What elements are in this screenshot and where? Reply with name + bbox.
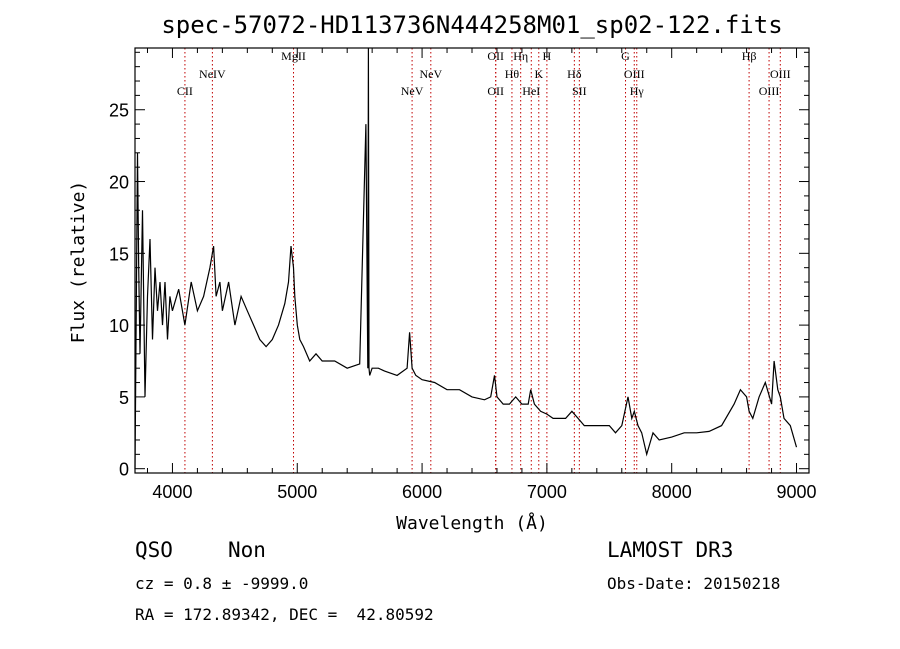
- x-tick-label: 7000: [527, 482, 567, 502]
- emission-line-label: G: [621, 49, 630, 63]
- x-tick-label: 6000: [402, 482, 442, 502]
- redshift-cz: cz = 0.8 ± -9999.0: [135, 574, 309, 593]
- y-tick-label: 15: [109, 244, 129, 264]
- emission-line-label: CII: [177, 84, 193, 98]
- emission-line-label: SII: [572, 84, 587, 98]
- x-tick-label: 9000: [776, 482, 816, 502]
- emission-line-label: Hδ: [567, 67, 582, 81]
- emission-line-label: NeIV: [199, 67, 226, 81]
- emission-line-label: OII: [487, 49, 504, 63]
- x-tick-label: 5000: [277, 482, 317, 502]
- object-subclass: Non: [228, 538, 266, 562]
- emission-line-label: OIII: [624, 67, 645, 81]
- y-tick-label: 0: [119, 460, 129, 480]
- x-axis-ticks: 4000 5000 6000 7000 8000 9000: [146, 48, 817, 502]
- y-tick-label: 5: [119, 388, 129, 408]
- emission-line-markers: [184, 48, 781, 473]
- emission-line-labels: CIINeIVMgIINeVNeVOIIOIIHθHηHeIKHHδSIIGOI…: [177, 49, 791, 98]
- emission-line-label: Hγ: [630, 84, 645, 98]
- y-axis-ticks: 0 5 10 15 20 25: [109, 51, 809, 480]
- y-axis-label: Flux (relative): [68, 181, 89, 344]
- obs-date: Obs-Date: 20150218: [607, 574, 781, 593]
- chart-title: spec-57072-HD113736N444258M01_sp02-122.f…: [161, 11, 782, 39]
- y-tick-label: 10: [109, 316, 129, 336]
- x-tick-label: 8000: [652, 482, 692, 502]
- emission-line-label: Hβ: [742, 49, 757, 63]
- coordinates: RA = 172.89342, DEC = 42.80592: [135, 605, 434, 624]
- emission-line-label: Hθ: [505, 67, 520, 81]
- y-tick-label: 20: [109, 173, 129, 193]
- emission-line-label: MgII: [281, 49, 306, 63]
- emission-line-label: K: [534, 67, 543, 81]
- emission-line-label: HeI: [522, 84, 540, 98]
- emission-line-label: OIII: [770, 67, 791, 81]
- emission-line-label: OIII: [759, 84, 780, 98]
- y-tick-label: 25: [109, 101, 129, 121]
- survey-name: LAMOST DR3: [607, 538, 734, 562]
- x-tick-label: 4000: [152, 482, 192, 502]
- emission-line-label: Hη: [513, 49, 528, 63]
- emission-line-label: NeV: [401, 84, 424, 98]
- emission-line-label: OII: [487, 84, 504, 98]
- plot-frame: [134, 47, 810, 474]
- spectrum-series-line: [134, 47, 798, 469]
- object-class: QSO: [135, 538, 173, 562]
- emission-line-label: NeV: [419, 67, 442, 81]
- x-axis-label: Wavelength (Å): [396, 512, 548, 534]
